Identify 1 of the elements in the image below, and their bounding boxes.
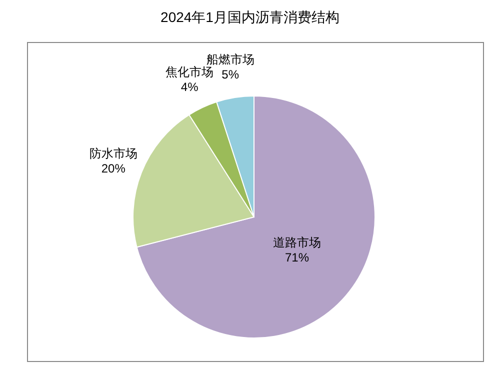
title: 2024年1月国内沥青消费结构 (160, 9, 340, 25)
